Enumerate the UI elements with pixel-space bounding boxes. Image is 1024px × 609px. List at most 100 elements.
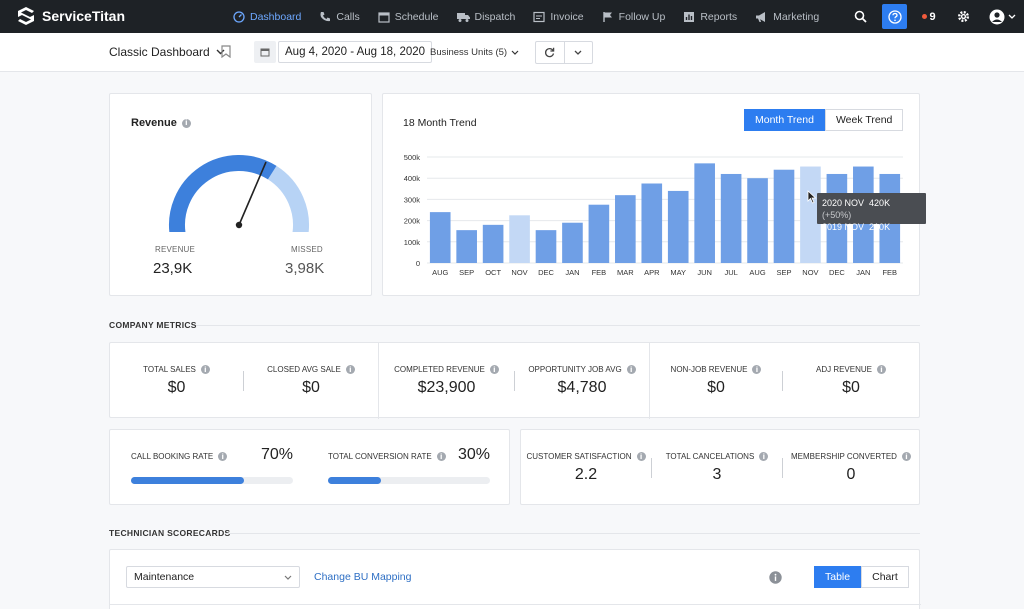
- notification-dot-icon: [922, 14, 928, 19]
- info-icon[interactable]: i: [752, 365, 762, 374]
- info-icon[interactable]: i: [181, 118, 191, 128]
- chart-bar: [720, 173, 742, 263]
- info-icon[interactable]: i: [901, 452, 911, 461]
- chevron-down-icon: [284, 575, 292, 580]
- mouse-cursor-icon: [807, 190, 817, 204]
- chart-bar: [694, 163, 715, 263]
- nav-item-marketing[interactable]: Marketing: [746, 0, 828, 33]
- truck-icon: [456, 12, 470, 22]
- nav-item-dashboard[interactable]: Dashboard: [224, 0, 310, 33]
- y-tick-label: 400k: [404, 174, 421, 183]
- nav-item-dispatch[interactable]: Dispatch: [448, 0, 525, 33]
- rate-progress-fill: [131, 477, 245, 484]
- search-button[interactable]: [843, 0, 877, 33]
- chart-bar: [509, 215, 530, 263]
- date-range-picker[interactable]: Aug 4, 2020 - Aug 18, 2020: [254, 41, 433, 63]
- chart-bar: [535, 230, 557, 263]
- refresh-options-button[interactable]: [565, 42, 593, 63]
- business-units-selector[interactable]: Business Units (5): [430, 47, 519, 58]
- metric-value: $4,780: [557, 379, 607, 396]
- month-trend-button[interactable]: Month Trend: [744, 109, 825, 131]
- metric-label: OPPORTUNITY JOB AVG: [528, 365, 622, 374]
- missed-value: 3,98K: [285, 260, 325, 277]
- chart-bar: [747, 178, 768, 263]
- nav-item-label: Invoice: [550, 10, 584, 23]
- metric-value: $0: [842, 379, 860, 396]
- trend-toggle: Month Trend Week Trend: [744, 109, 904, 131]
- metric-total-cancelations: TOTAL CANCELATIONS i 3: [652, 430, 782, 506]
- revenue-title-row: Revenue i: [131, 117, 191, 129]
- week-trend-button[interactable]: Week Trend: [824, 109, 904, 131]
- metric-label: CLOSED AVG SALE: [267, 365, 341, 374]
- rate-progress-fill: [328, 477, 382, 484]
- revenue-title: Revenue: [131, 117, 177, 129]
- info-icon[interactable]: i: [345, 365, 355, 374]
- x-tick-label: SEP: [459, 268, 474, 277]
- x-tick-label: JUN: [697, 268, 712, 277]
- flag-icon: [602, 11, 612, 22]
- refresh-button[interactable]: [536, 42, 565, 63]
- revenue-card: Revenue i REVENUE 23,9K MISSED 3,98K: [109, 93, 372, 296]
- metric-divider: [514, 371, 515, 391]
- nav-item-invoice[interactable]: Invoice: [524, 0, 592, 33]
- notifications-button[interactable]: 9: [912, 0, 946, 33]
- help-button[interactable]: [882, 4, 907, 29]
- date-picker-button[interactable]: [254, 41, 276, 63]
- metric-adj-revenue: ADJ REVENUE i $0: [783, 343, 919, 419]
- revenue-label: REVENUE: [155, 245, 196, 254]
- info-icon[interactable]: i: [759, 452, 769, 461]
- info-icon[interactable]: i: [489, 365, 499, 374]
- metric-value: 2.2: [574, 466, 598, 483]
- info-icon[interactable]: i: [636, 452, 646, 461]
- nav-item-reports[interactable]: Reports: [674, 0, 746, 33]
- settings-button[interactable]: [946, 0, 980, 33]
- metric-value: 0: [846, 466, 856, 483]
- nav-item-follow-up[interactable]: Follow Up: [593, 0, 675, 33]
- nav-item-label: Follow Up: [618, 10, 666, 23]
- company-metrics-title: COMPANY METRICS: [109, 320, 197, 330]
- nav-item-label: Reports: [700, 10, 738, 23]
- trend-bar-chart: 0 100k 200k 300k 400k 500k AUG SEP OCT NOV DEC JAN F…: [404, 153, 903, 277]
- business-unit-select[interactable]: Maintenance: [126, 566, 300, 588]
- nav-item-schedule[interactable]: Schedule: [369, 0, 448, 33]
- brand-logo[interactable]: ServiceTitan: [16, 7, 125, 25]
- metric-completed-revenue: COMPLETED REVENUE i $23,900: [379, 343, 514, 419]
- rate-progress-track: [328, 477, 490, 484]
- info-icon[interactable]: i: [436, 452, 446, 461]
- info-icon[interactable]: i: [626, 365, 636, 374]
- section-divider: [225, 533, 920, 534]
- metric-membership-converted: MEMBERSHIP CONVERTED i 0: [783, 430, 919, 506]
- x-tick-label: AUG: [432, 268, 448, 277]
- rates-card: CALL BOOKING RATE i 70% TOTAL CONVERSION …: [109, 429, 510, 505]
- bookmark-button[interactable]: [221, 45, 231, 58]
- metric-group-divider: [649, 343, 650, 419]
- metric-value: 3: [712, 466, 722, 483]
- info-icon[interactable]: i: [200, 365, 210, 374]
- info-icon[interactable]: i: [877, 365, 886, 374]
- date-range-value[interactable]: Aug 4, 2020 - Aug 18, 2020: [278, 41, 433, 63]
- search-icon: [854, 10, 867, 23]
- x-tick-label: FEB: [592, 268, 607, 277]
- missed-label: MISSED: [291, 245, 323, 254]
- x-tick-label: AUG: [749, 268, 765, 277]
- nav-item-calls[interactable]: Calls: [310, 0, 368, 33]
- dashboard-selector[interactable]: Classic Dashboard: [109, 45, 225, 59]
- table-view-button[interactable]: Table: [814, 566, 862, 588]
- info-icon[interactable]: i: [218, 452, 228, 461]
- phone-icon: [320, 11, 331, 21]
- user-menu-button[interactable]: [980, 0, 1024, 33]
- chart-view-button[interactable]: Chart: [861, 566, 909, 588]
- chart-bar: [641, 183, 663, 263]
- rate-value: 70%: [260, 446, 293, 463]
- metric-value: $0: [167, 379, 186, 396]
- change-bu-mapping-link[interactable]: Change BU Mapping: [314, 571, 412, 583]
- metric-divider: [651, 458, 652, 478]
- x-tick-label: FEB: [882, 268, 897, 277]
- nav-item-label: Schedule: [394, 10, 439, 23]
- scorecards-view-toggle: Table Chart: [814, 566, 909, 588]
- nav-item-label: Calls: [336, 10, 360, 23]
- user-avatar-icon: [989, 9, 1004, 24]
- scorecards-info-button[interactable]: [769, 571, 782, 584]
- info-icon: [769, 571, 782, 584]
- chart-bar: [588, 204, 610, 263]
